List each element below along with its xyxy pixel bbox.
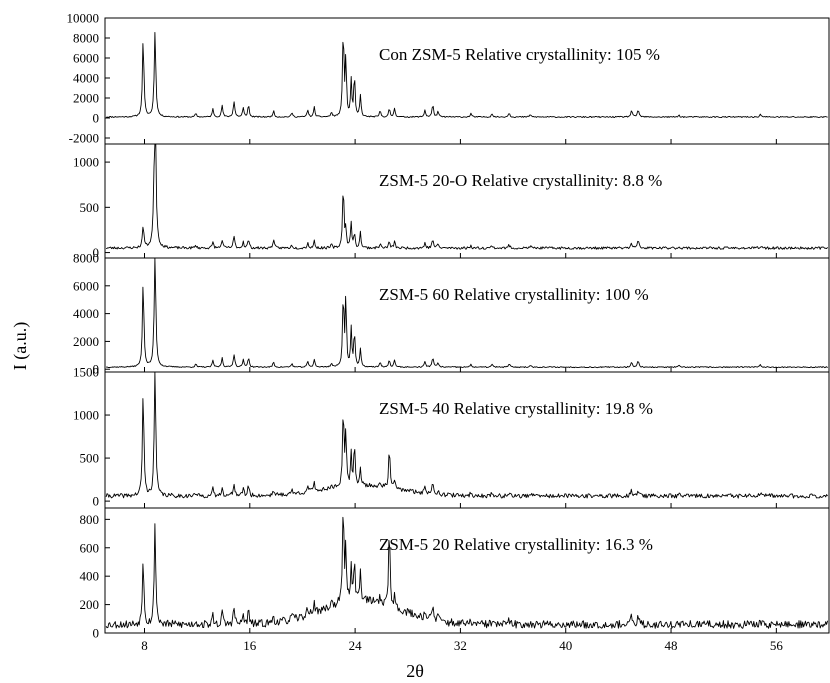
xrd-trace <box>105 143 828 250</box>
y-tick-label: 0 <box>93 111 100 126</box>
y-tick-label: 4000 <box>73 71 99 86</box>
x-tick-label: 8 <box>141 638 148 653</box>
panel-label: ZSM-5 20-O Relative crystallinity: 8.8 % <box>379 171 662 190</box>
y-tick-label: -2000 <box>69 131 99 146</box>
xrd-trace <box>105 257 828 369</box>
xrd-trace <box>106 31 828 119</box>
y-tick-label: 2000 <box>73 334 99 349</box>
xrd-trace <box>105 516 829 629</box>
x-tick-label: 32 <box>454 638 467 653</box>
panel-5: 0 200 400 600 800 ZSM-5 20 Relative crystalli… <box>80 507 830 641</box>
panel-frame <box>104 371 830 509</box>
y-tick-label: 600 <box>80 540 100 555</box>
y-tick-label: 500 <box>80 451 100 466</box>
y-tick-label: 0 <box>93 494 100 509</box>
y-tick-label: 0 <box>93 362 100 377</box>
panel-4: 0 500 1000 1500 ZSM-5 40 Relative crystallin… <box>73 365 830 509</box>
x-tick-label: 24 <box>349 638 363 653</box>
y-tick-label: 6000 <box>73 278 99 293</box>
panel-label: ZSM-5 20 Relative crystallinity: 16.3 % <box>379 535 653 554</box>
y-tick-label: 1500 <box>73 365 99 380</box>
panel-frame <box>104 17 830 145</box>
y-tick-label: 500 <box>80 200 100 215</box>
y-tick-label: 10000 <box>67 11 100 26</box>
y-tick-label: 8000 <box>73 251 99 266</box>
y-tick-label: 800 <box>80 512 100 527</box>
y-tick-label: 2000 <box>73 91 99 106</box>
y-axis-title: I (a.u.) <box>10 322 31 370</box>
panel-label: ZSM-5 60 Relative crystallinity: 100 % <box>379 285 649 304</box>
y-tick-label: 1000 <box>73 408 99 423</box>
y-tick-label: 0 <box>93 245 100 260</box>
panel-frame <box>104 257 830 373</box>
x-tick-label: 40 <box>559 638 572 653</box>
y-tick-label: 6000 <box>73 51 99 66</box>
x-tick-label: 56 <box>770 638 784 653</box>
panel-frame <box>104 143 830 259</box>
y-tick-label: 8000 <box>73 31 99 46</box>
x-tick-label: 48 <box>665 638 678 653</box>
x-axis-title: 2θ <box>406 661 424 681</box>
y-tick-label: 1000 <box>73 155 99 170</box>
y-tick-label: 200 <box>80 597 100 612</box>
y-tick-label: 400 <box>80 569 100 584</box>
panel-label: ZSM-5 40 Relative crystallinity: 19.8 % <box>379 399 653 418</box>
panel-1: -2000 0 2000 4000 6000 8000 10000 Con ZSM-5 Rel… <box>67 11 830 146</box>
panel-frame <box>104 507 830 634</box>
x-tick-label: 16 <box>243 638 257 653</box>
x-axis: 8 16 24 32 40 48 56 <box>141 638 783 653</box>
y-tick-label: 0 <box>93 626 100 641</box>
panel-2: 0 500 1000 ZSM-5 20-O Relative crystallinit… <box>73 143 830 260</box>
xrd-trace <box>105 371 828 499</box>
y-tick-label: 4000 <box>73 306 99 321</box>
panel-label: Con ZSM-5 Relative crystallinity: 105 % <box>379 45 660 64</box>
panel-3: 0 2000 4000 6000 8000 ZSM-5 60 Relative cryst… <box>73 251 830 377</box>
